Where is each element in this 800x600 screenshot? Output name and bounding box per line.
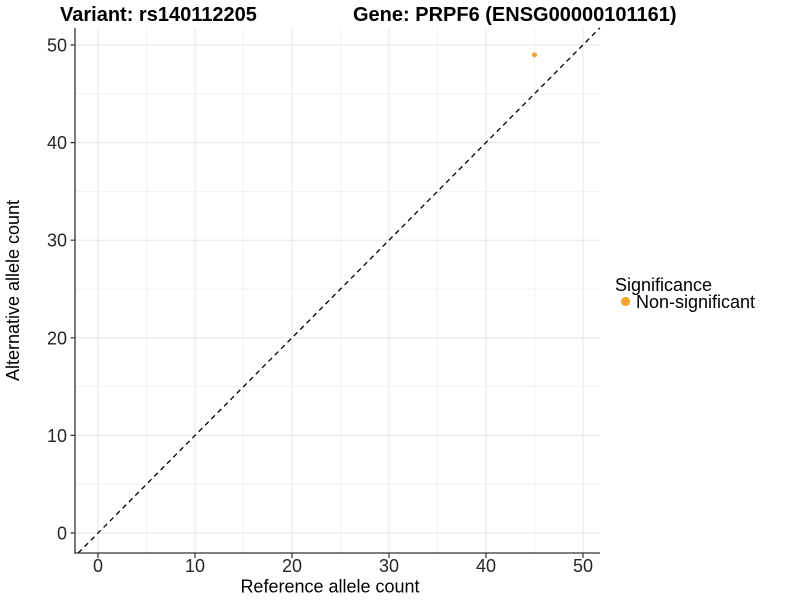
y-tick-label: 10 — [47, 426, 67, 446]
x-tick-label: 30 — [379, 556, 399, 576]
y-tick-label: 50 — [47, 36, 67, 56]
plot-title-variant: Variant: rs140112205 — [60, 4, 257, 26]
data-point — [531, 52, 538, 58]
legend-swatch-icon — [620, 296, 631, 307]
y-tick-label: 0 — [57, 524, 67, 544]
y-tick-label: 30 — [47, 231, 67, 251]
gridlines-minor — [75, 28, 600, 553]
x-tick-label: 20 — [282, 556, 302, 576]
x-tick-label: 0 — [93, 556, 103, 576]
legend: Significance Non-significant — [615, 275, 755, 312]
identity-reference-line — [77, 27, 601, 554]
y-axis-label: Alternative allele count — [3, 200, 23, 381]
gridlines-major — [75, 28, 600, 553]
legend-item-label: Non-significant — [636, 292, 755, 312]
plot-title-gene: Gene: PRPF6 (ENSG00000101161) — [353, 4, 677, 26]
x-tick-label: 40 — [476, 556, 496, 576]
y-tick-label: 40 — [47, 133, 67, 153]
x-tick-label: 50 — [573, 556, 593, 576]
legend-title: Significance — [615, 275, 712, 295]
axis-tick-marks — [70, 44, 584, 558]
x-tick-label: 10 — [185, 556, 205, 576]
x-axis-label: Reference allele count — [240, 577, 419, 597]
y-tick-label: 20 — [47, 328, 67, 348]
